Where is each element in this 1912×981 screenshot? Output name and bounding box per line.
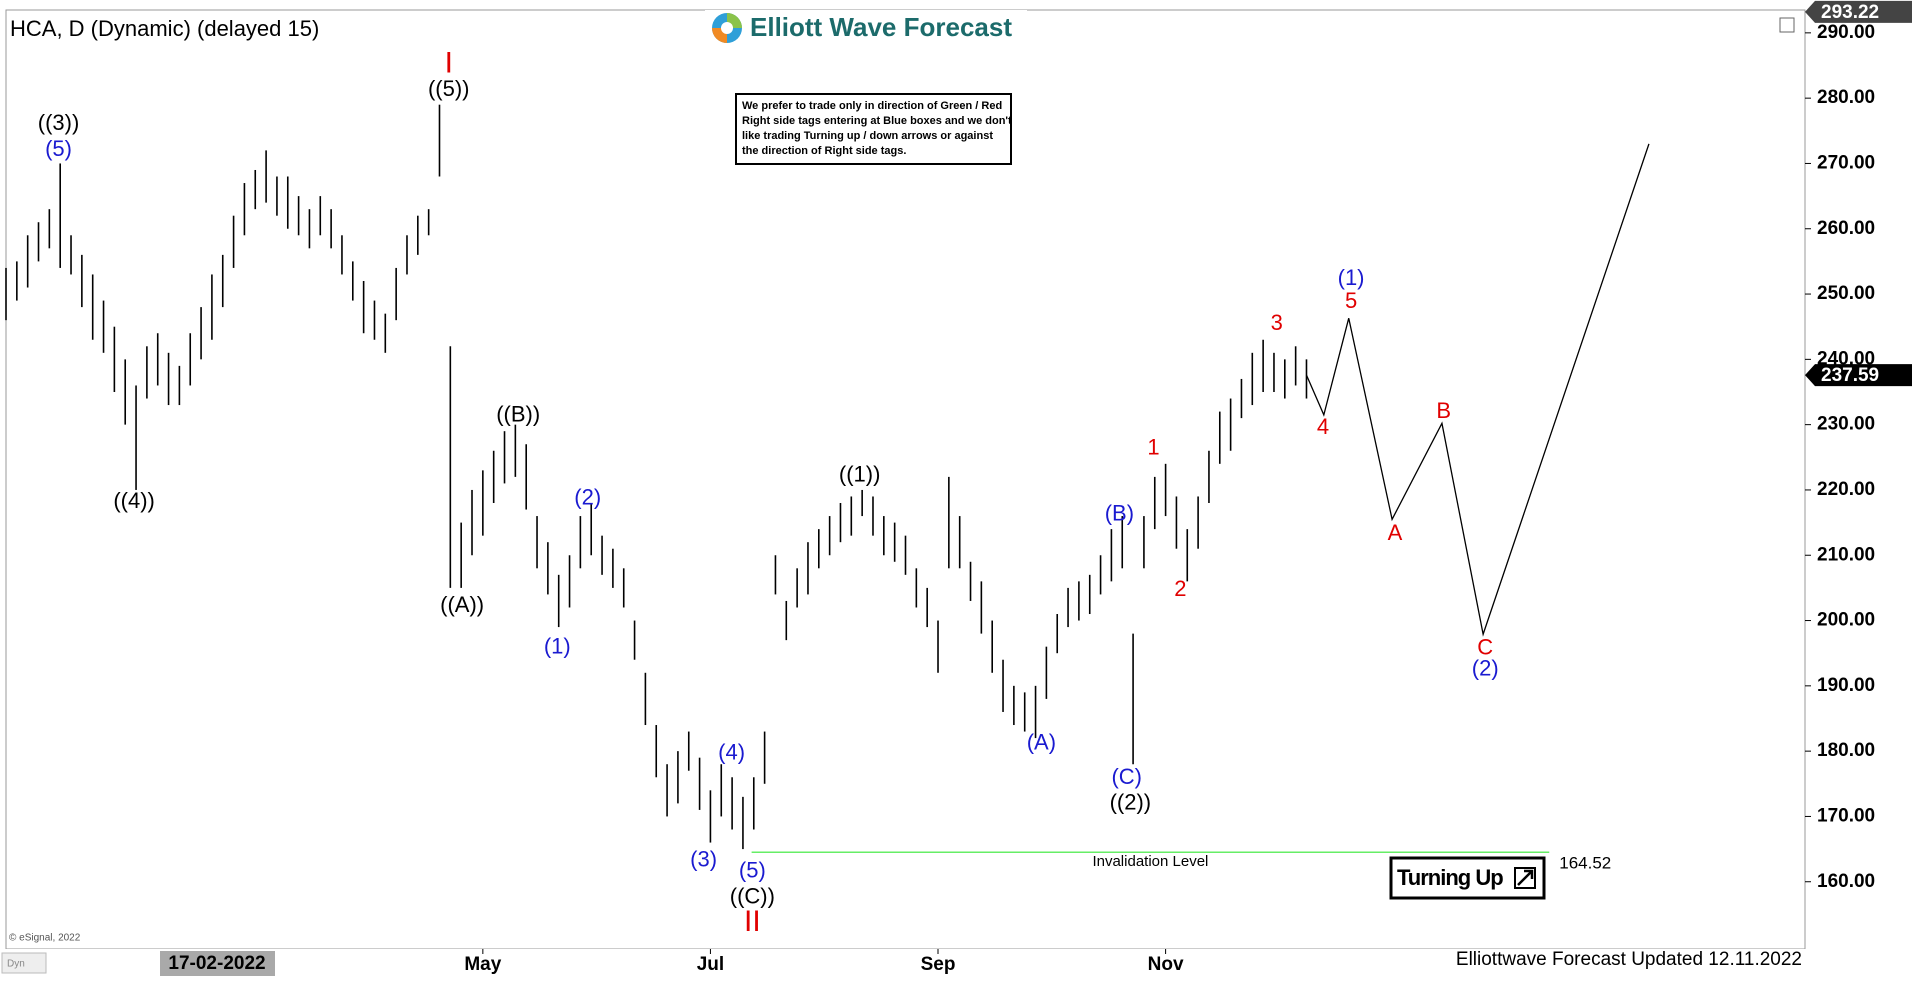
invalidation-value: 164.52: [1559, 854, 1611, 873]
note-line: like trading Turning up / down arrows or…: [742, 130, 993, 142]
signal-text: Turning Up: [1397, 865, 1503, 890]
wave-label: 5: [1345, 288, 1357, 313]
wave-label: C: [1477, 635, 1493, 660]
x-tick-label: May: [464, 954, 501, 975]
wave-label: (4): [718, 739, 745, 764]
price-tag-label: 237.59: [1821, 365, 1879, 386]
wave-label: ((A)): [440, 592, 484, 617]
wave-label: 1: [1147, 435, 1159, 460]
symbol-title: HCA, D (Dynamic) (delayed 15): [10, 16, 319, 41]
wave-label: I: [445, 47, 453, 80]
wave-label: A: [1388, 520, 1403, 545]
y-tick-label: 250.00: [1817, 283, 1875, 304]
price-tag: [1805, 0, 1912, 23]
wave-label: ((C)): [730, 883, 775, 908]
projection-path: [1305, 143, 1650, 637]
wave-label: (1): [1338, 265, 1365, 290]
wave-label: 4: [1317, 414, 1329, 439]
y-tick-label: 260.00: [1817, 218, 1875, 239]
logo-icon-hole: [721, 22, 733, 34]
note-frame: [735, 93, 1012, 165]
wave-label: (C): [1111, 764, 1142, 789]
footer: Elliottwave Forecast Updated 12.11.2022: [1456, 949, 1802, 970]
wave-label: ((1)): [839, 461, 881, 486]
y-tick-label: 190.00: [1817, 675, 1875, 696]
y-tick-label: 230.00: [1817, 414, 1875, 435]
wave-label: 3: [1271, 310, 1283, 335]
x-tick-label: Nov: [1148, 954, 1184, 975]
wave-label: ((2)): [1110, 789, 1152, 814]
y-tick-label: 170.00: [1817, 805, 1875, 826]
y-tick-label: 220.00: [1817, 479, 1875, 500]
wave-label: ((4)): [113, 488, 155, 513]
price-tag-label: 293.22: [1821, 2, 1879, 23]
y-tick-label: 180.00: [1817, 740, 1875, 761]
wave-label: (1): [544, 633, 571, 658]
y-tick-label: 290.00: [1817, 22, 1875, 43]
wave-label: (2): [1472, 655, 1499, 680]
logo-bg: [705, 10, 1027, 46]
mode-label: Dyn: [7, 959, 25, 970]
wave-label: ((B)): [496, 402, 540, 427]
wave-label: (A): [1027, 730, 1056, 755]
wave-label: II: [744, 905, 761, 938]
x-axis-strip: [0, 949, 1912, 981]
copyright: © eSignal, 2022: [9, 933, 81, 944]
y-tick-label: 280.00: [1817, 87, 1875, 108]
y-tick-label: 200.00: [1817, 610, 1875, 631]
price-tag: [1805, 364, 1912, 387]
mode-box: [1, 952, 47, 974]
wave-label: (B): [1105, 500, 1134, 525]
signal-box: Turning Up: [1389, 856, 1546, 900]
note-line: We prefer to trade only in direction of …: [742, 100, 1002, 112]
wave-label: (5): [739, 858, 766, 883]
wave-label: ((5)): [428, 76, 470, 101]
x-tick-label: Sep: [921, 954, 956, 975]
note-line: Right side tags entering at Blue boxes a…: [742, 115, 1012, 127]
signal-frame: [1389, 856, 1546, 900]
wave-label: (3): [690, 847, 717, 872]
note-box: We prefer to trade only in direction of …: [735, 93, 1012, 165]
logo-text: Elliott Wave Forecast: [750, 12, 1012, 42]
price-bars: [5, 104, 1308, 850]
cursor-date-box: [160, 951, 275, 976]
note-line: the direction of Right side tags.: [742, 145, 906, 157]
wave-label: B: [1436, 398, 1451, 423]
wave-label: (5): [45, 136, 72, 161]
signal-arrow: [1517, 869, 1534, 886]
y-tick-label: 270.00: [1817, 152, 1875, 173]
wave-label: ((3)): [38, 110, 80, 135]
window-button[interactable]: [1779, 17, 1795, 33]
logo: Elliott Wave Forecast: [705, 10, 1027, 46]
wave-label: (2): [574, 485, 601, 510]
signal-icon: [1514, 867, 1536, 889]
y-tick-label: 160.00: [1817, 871, 1875, 892]
y-tick-label: 210.00: [1817, 544, 1875, 565]
x-tick-label: Jul: [697, 954, 724, 975]
invalidation-label: Invalidation Level: [1092, 853, 1208, 870]
wave-label: 2: [1174, 576, 1186, 601]
cursor-date: 17-02-2022: [168, 953, 265, 974]
